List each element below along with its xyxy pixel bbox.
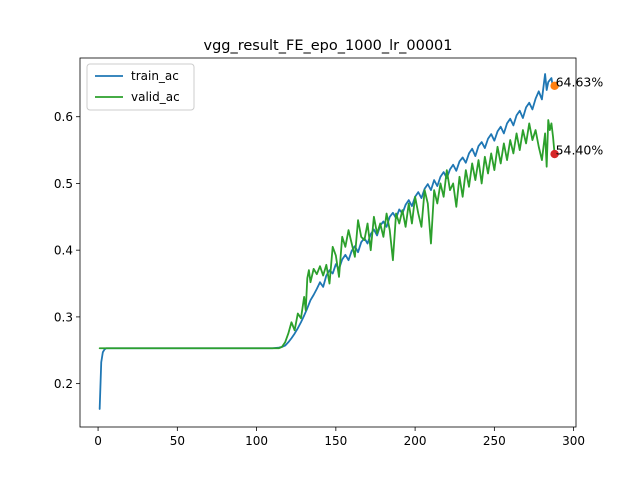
legend-label-valid: valid_ac [131,90,180,104]
annotation-label-1: 54.40% [556,143,604,158]
series-layer [98,73,556,410]
annotation-label-0: 64.63% [556,74,604,89]
y-tick-label-0.2: 0.2 [54,377,73,391]
x-tick-label-150: 150 [324,434,347,448]
legend-label-train: train_ac [131,69,179,83]
y-tick-label-0.5: 0.5 [54,177,73,191]
y-axis: 0.2 0.3 0.4 0.5 0.6 [54,110,80,391]
annotation-marker-0 [550,81,559,91]
y-tick-label-0.3: 0.3 [54,310,73,324]
x-tick-label-250: 250 [483,434,506,448]
series-line-valid_ac [98,119,556,350]
x-axis: 0 50 100 150 200 250 300 [94,427,585,448]
x-tick-label-50: 50 [170,434,185,448]
x-tick-label-300: 300 [562,434,585,448]
x-tick-label-0: 0 [94,434,102,448]
series-line-train_ac [98,73,556,410]
annotation-layer: 64.63% 54.40% [550,74,604,159]
annotation-marker-1 [550,149,559,159]
y-tick-label-0.4: 0.4 [54,244,73,258]
x-tick-label-100: 100 [245,434,268,448]
x-tick-label-200: 200 [404,434,427,448]
y-tick-label-0.6: 0.6 [54,110,73,124]
legend: train_ac valid_ac [86,63,195,111]
plot-area-frame [79,57,577,428]
chart-title: vgg_result_FE_epo_1000_lr_00001 [203,38,452,54]
